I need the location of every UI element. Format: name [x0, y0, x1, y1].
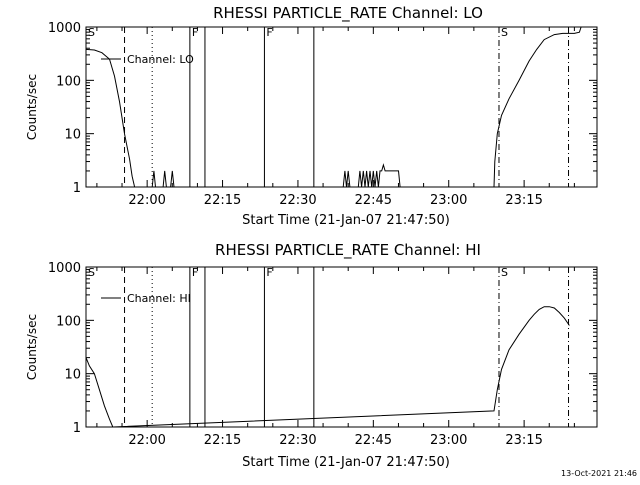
- x-tick-label: 22:15: [204, 193, 241, 208]
- x-tick-label: 23:15: [505, 193, 542, 208]
- event-marker-label: S: [88, 26, 95, 39]
- x-tick-label: 22:00: [128, 433, 165, 448]
- legend: Channel: HI: [101, 292, 191, 305]
- series-line: [85, 306, 570, 428]
- event-marker-label: S: [501, 266, 508, 279]
- x-tick-label: 22:30: [279, 193, 316, 208]
- x-tick-label: 23:15: [505, 433, 542, 448]
- x-tick-label: 23:00: [430, 433, 467, 448]
- chart-panel-hi: RHESSI PARTICLE_RATE Channel: HI Counts/…: [25, 241, 598, 470]
- series-line: [85, 26, 582, 188]
- data-series: [85, 26, 582, 188]
- legend: Channel: LO: [101, 53, 194, 66]
- x-tick-label: 22:15: [204, 433, 241, 448]
- x-tick-label: 22:45: [355, 193, 392, 208]
- y-tick-label: 1000: [48, 21, 81, 36]
- legend-entry: Channel: HI: [127, 292, 191, 305]
- event-marker-label: S: [501, 26, 508, 39]
- legend-entry: Channel: LO: [127, 53, 194, 66]
- y-axis-label: Counts/sec: [25, 74, 39, 140]
- x-axis-label: Start Time (21-Jan-07 21:47:50): [242, 455, 450, 470]
- y-tick-label: 1000: [48, 261, 81, 276]
- x-tick-label: 22:45: [355, 433, 392, 448]
- y-tick-label: 1: [73, 421, 81, 436]
- y-tick-label: 10: [64, 368, 81, 383]
- chart-panel-lo: RHESSI PARTICLE_RATE Channel: LO Counts/…: [25, 4, 598, 228]
- event-marker-label: F: [192, 266, 198, 279]
- event-marker-label: F: [266, 266, 272, 279]
- x-tick-label: 22:30: [279, 433, 316, 448]
- event-marker-label: F: [266, 26, 272, 39]
- data-series: [85, 306, 570, 428]
- x-axis-label: Start Time (21-Jan-07 21:47:50): [242, 213, 450, 228]
- x-tick-label: 23:00: [430, 193, 467, 208]
- chart-title: RHESSI PARTICLE_RATE Channel: HI: [215, 241, 481, 260]
- y-tick-label: 10: [64, 128, 81, 143]
- x-tick-label: 22:00: [128, 193, 165, 208]
- event-marker-label: F: [192, 26, 198, 39]
- generation-timestamp: 13-Oct-2021 21:46: [561, 469, 637, 478]
- plot-frame: [85, 26, 598, 188]
- event-marker-label: S: [88, 266, 95, 279]
- y-tick-label: 100: [56, 314, 81, 329]
- plot-frame: [85, 266, 598, 428]
- axes: 22:00 22:15 22:30 22:45 23:00 23:15 1 10 100 1000: [48, 261, 598, 448]
- axes: 22:00 22:15 22:30 22:45 23:00 23:15 1 10 100 1000: [48, 21, 598, 208]
- y-tick-label: 100: [56, 74, 81, 89]
- y-tick-label: 1: [73, 181, 81, 196]
- chart-title: RHESSI PARTICLE_RATE Channel: LO: [213, 4, 483, 23]
- y-axis-label: Counts/sec: [25, 314, 39, 380]
